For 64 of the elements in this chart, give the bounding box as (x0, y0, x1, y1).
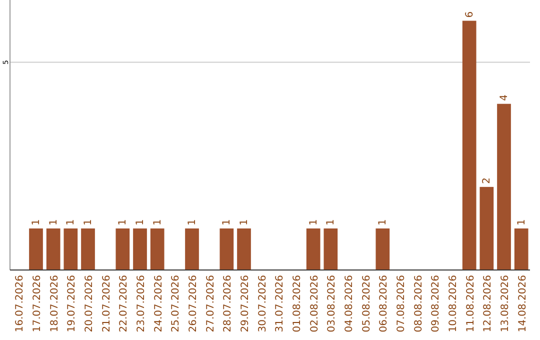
bar (133, 228, 147, 270)
data-label: 1 (118, 219, 129, 226)
data-label: 1 (135, 219, 146, 226)
bar (46, 228, 60, 270)
x-tick-label: 14.08.2026 (517, 275, 528, 332)
data-label: 1 (222, 219, 233, 226)
bar (29, 228, 43, 270)
data-label: 1 (83, 219, 94, 226)
x-tick-label: 03.08.2026 (326, 275, 338, 332)
x-tick-label: 22.07.2026 (118, 275, 130, 332)
data-label: 1 (516, 219, 528, 226)
x-tick-label: 25.07.2026 (170, 275, 182, 332)
x-tick-label: 10.08.2026 (448, 275, 459, 332)
bar (81, 228, 95, 270)
x-tick-label: 27.07.2026 (205, 275, 216, 332)
data-label: 1 (187, 219, 198, 226)
x-tick-label: 17.07.2026 (32, 275, 43, 332)
bar (462, 20, 476, 270)
x-tick-label: 08.08.2026 (413, 275, 424, 332)
data-label: 1 (378, 219, 389, 226)
data-label: 6 (464, 11, 476, 18)
bar (514, 228, 528, 270)
x-tick-label: 19.07.2026 (66, 275, 78, 332)
bar (324, 228, 338, 270)
x-tick-label: 31.07.2026 (274, 275, 286, 332)
bar (116, 228, 130, 270)
x-tick-label: 07.08.2026 (396, 275, 407, 332)
data-label: 1 (66, 219, 77, 226)
x-tick-label: 12.08.2026 (482, 275, 494, 332)
x-tick-label: 01.08.2026 (292, 275, 303, 332)
bar (64, 228, 78, 270)
data-label: 1 (308, 219, 320, 226)
bar (376, 228, 390, 270)
x-tick-label: 23.07.2026 (136, 275, 147, 332)
data-label: 1 (152, 219, 164, 226)
x-tick-label: 13.08.2026 (500, 275, 511, 332)
x-tick-label: 28.07.2026 (222, 275, 234, 332)
x-tick-label: 09.08.2026 (430, 275, 442, 332)
x-tick-label: 05.08.2026 (361, 275, 372, 332)
data-label: 1 (48, 219, 60, 226)
bar (150, 228, 164, 270)
bar (185, 228, 199, 270)
bar (497, 104, 511, 270)
x-tick-label: 16.07.2026 (14, 275, 26, 332)
x-tick-label: 02.08.2026 (309, 275, 320, 332)
x-tick-label: 20.07.2026 (84, 275, 95, 332)
x-tick-label: 21.07.2026 (101, 275, 112, 332)
x-tick-label: 11.08.2026 (465, 275, 476, 332)
bar (237, 228, 251, 270)
data-label: 4 (499, 94, 510, 101)
bar (220, 228, 234, 270)
data-label: 2 (482, 178, 493, 184)
data-label: 1 (326, 219, 337, 226)
x-tick-label: 30.07.2026 (257, 275, 268, 332)
x-tick-label: 06.08.2026 (378, 275, 390, 332)
bar (306, 228, 320, 270)
x-tick-label: 26.07.2026 (188, 275, 199, 332)
x-tick-label: 29.07.2026 (240, 275, 251, 332)
x-tick-label: 04.08.2026 (344, 275, 355, 332)
data-label: 1 (239, 219, 250, 226)
data-label: 1 (31, 219, 42, 226)
x-tick-label: 18.07.2026 (49, 275, 60, 332)
x-tick-label: 24.07.2026 (153, 275, 164, 332)
bar (480, 186, 494, 270)
